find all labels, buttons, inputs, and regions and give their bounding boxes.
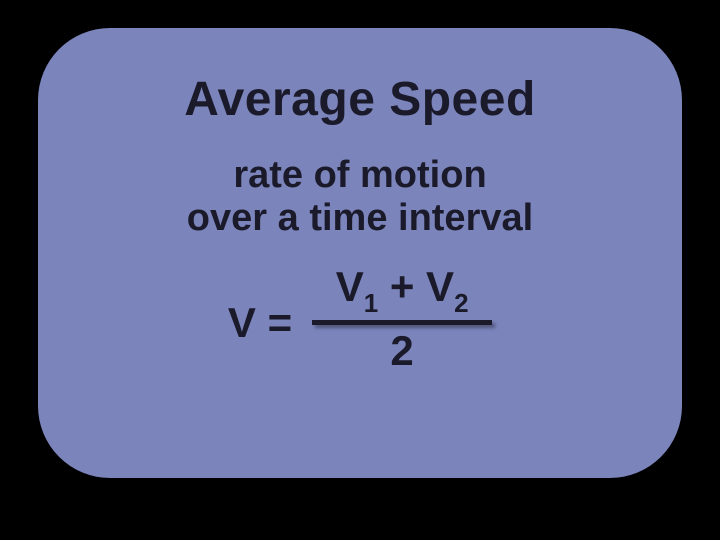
formula-denominator: 2 xyxy=(390,328,413,372)
numerator-sub2: 2 xyxy=(454,288,468,318)
formula-lhs: V = xyxy=(228,299,292,347)
formula-row: V = V1 + V2 2 xyxy=(228,266,492,372)
subtitle-line-2: over a time interval xyxy=(187,197,533,239)
slide-title: Average Speed xyxy=(38,72,682,127)
numerator-v1: V xyxy=(336,263,364,310)
fraction-bar-line xyxy=(312,320,492,325)
numerator-plus: + xyxy=(378,263,426,310)
formula-fraction: V1 + V2 2 xyxy=(312,266,492,372)
slide-card: Average Speed rate of motion over a time… xyxy=(38,28,682,478)
formula-numerator: V1 + V2 xyxy=(336,266,469,316)
formula: V = V1 + V2 2 xyxy=(38,266,682,372)
subtitle-line-1: rate of motion xyxy=(233,154,486,196)
numerator-sub1: 1 xyxy=(364,288,378,318)
fraction-bar xyxy=(312,320,492,326)
slide-subtitle: rate of motion over a time interval xyxy=(38,154,682,239)
numerator-v2: V xyxy=(426,263,454,310)
